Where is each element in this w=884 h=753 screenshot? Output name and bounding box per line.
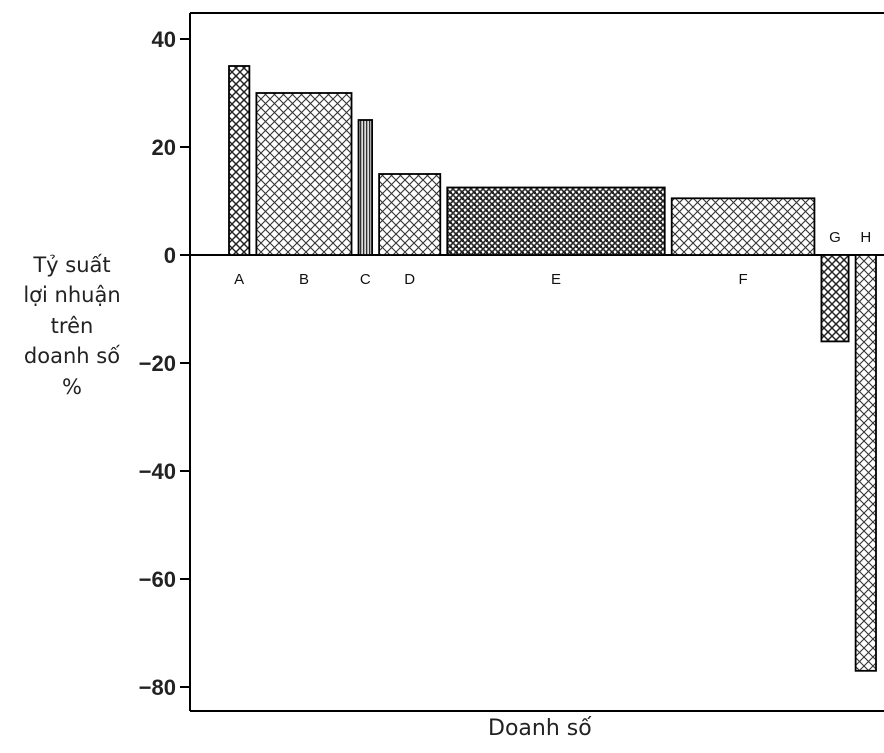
category-label-g: G — [829, 229, 841, 246]
bar-d — [378, 173, 442, 256]
category-label-h: H — [860, 229, 871, 246]
x-axis-label: Doanh số — [488, 716, 592, 741]
bar-h — [854, 254, 877, 672]
bar-f — [670, 197, 816, 256]
bar-a — [228, 65, 251, 256]
y-axis-label-line: trên — [50, 313, 94, 338]
category-label-d: D — [404, 271, 415, 288]
y-tick-label: −20 — [139, 351, 176, 376]
y-axis-label-line: Tỷ suất — [33, 253, 111, 277]
y-tick-label: 40 — [152, 27, 176, 52]
chart-axes: 40 20 0 −20 −40 −60 −80 — [139, 12, 884, 712]
category-label-e: E — [551, 271, 561, 288]
y-tick-label: −40 — [139, 459, 176, 484]
bar-g — [820, 254, 850, 343]
y-tick-label: 20 — [152, 135, 176, 160]
category-label-c: C — [360, 271, 371, 288]
y-tick-label: −60 — [139, 567, 176, 592]
y-axis-label-line: lợi nhuận — [23, 283, 121, 308]
bar-e — [446, 186, 666, 256]
y-axis-label: Tỷ suất lợi nhuận trên doanh số % — [14, 250, 130, 402]
bar-b — [255, 92, 353, 256]
y-tick-label: 0 — [164, 243, 176, 268]
bar-c — [357, 119, 374, 256]
chart-labels: A B C D E F G H — [234, 229, 871, 288]
y-axis-label-line: % — [62, 374, 82, 399]
y-axis-label-line: doanh số — [23, 344, 121, 369]
chart-bars — [228, 65, 877, 672]
category-label-b: B — [299, 271, 309, 288]
y-tick-label: −80 — [139, 675, 176, 700]
category-label-a: A — [234, 271, 244, 288]
category-label-f: F — [738, 271, 747, 288]
